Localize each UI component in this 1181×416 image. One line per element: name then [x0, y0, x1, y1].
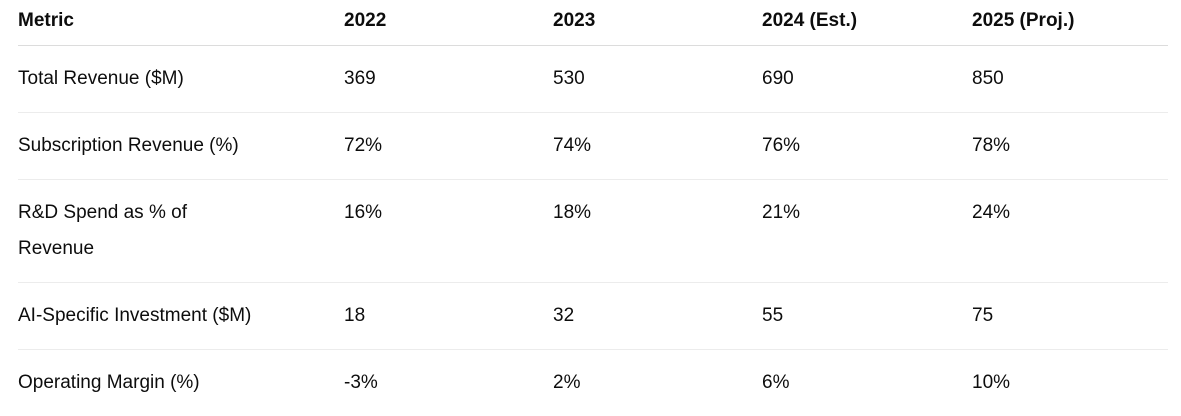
value-cell: 32 [553, 282, 762, 350]
header-cell: 2022 [344, 0, 553, 46]
value-cell: 75 [972, 282, 1168, 350]
value-cell: 10% [972, 350, 1168, 416]
value-cell: 369 [344, 45, 553, 113]
metric-cell: AI-Specific Investment ($M) [18, 282, 344, 350]
cell-value: 10% [972, 372, 1011, 393]
cell-value: 55 [762, 305, 784, 326]
value-cell: 24% [972, 179, 1168, 283]
value-cell: 2% [553, 350, 762, 416]
cell-value: -3% [344, 372, 378, 393]
cell-value: 18 [344, 305, 366, 326]
metric-label: Operating Margin (%) [18, 372, 200, 393]
table-row: AI-Specific Investment ($M) 18 32 55 75 [18, 282, 1168, 350]
header-row: Metric 2022 2023 2024 (Est.) 2025 (Proj.) [18, 0, 1168, 46]
metric-label: Total Revenue ($M) [18, 68, 184, 89]
cell-value: 78% [972, 135, 1011, 156]
metric-label: Subscription Revenue (%) [18, 135, 239, 156]
metric-cell: Total Revenue ($M) [18, 45, 344, 113]
header-cell: 2023 [553, 0, 762, 46]
header-cell: Metric [18, 0, 344, 46]
value-cell: 74% [553, 112, 762, 180]
header-cell: 2024 (Est.) [762, 0, 972, 46]
cell-value: 18% [553, 202, 592, 223]
value-cell: 18 [344, 282, 553, 350]
header-cell: 2025 (Proj.) [972, 0, 1168, 46]
cell-value: 72% [344, 135, 383, 156]
metric-label: R&D Spend as % of Revenue [18, 202, 187, 259]
value-cell: 78% [972, 112, 1168, 180]
cell-value: 530 [553, 68, 585, 89]
table-row: Operating Margin (%) -3% 2% 6% 10% [18, 350, 1168, 416]
table-row: Subscription Revenue (%) 72% 74% 76% 78% [18, 112, 1168, 180]
value-cell: 21% [762, 179, 972, 283]
data-table: Metric 2022 2023 2024 (Est.) 2025 (Proj.) To… [18, 0, 1168, 416]
metric-cell: R&D Spend as % of Revenue [18, 179, 344, 283]
table-head: Metric 2022 2023 2024 (Est.) 2025 (Proj.) [18, 0, 1168, 46]
cell-value: 16% [344, 202, 383, 223]
metric-cell: Operating Margin (%) [18, 350, 344, 416]
cell-value: 2% [553, 372, 581, 393]
value-cell: 530 [553, 45, 762, 113]
table-body: Total Revenue ($M) 369 530 690 850 Subscripti… [18, 45, 1168, 416]
metric-label: AI-Specific Investment ($M) [18, 305, 252, 326]
cell-value: 75 [972, 305, 994, 326]
value-cell: -3% [344, 350, 553, 416]
cell-value: 690 [762, 68, 794, 89]
table-row: Total Revenue ($M) 369 530 690 850 [18, 45, 1168, 113]
cell-value: 6% [762, 372, 790, 393]
value-cell: 690 [762, 45, 972, 113]
table-row: R&D Spend as % of Revenue 16% 18% 21% 24% [18, 179, 1168, 283]
cell-value: 21% [762, 202, 801, 223]
value-cell: 850 [972, 45, 1168, 113]
value-cell: 72% [344, 112, 553, 180]
value-cell: 6% [762, 350, 972, 416]
cell-value: 32 [553, 305, 575, 326]
cell-value: 76% [762, 135, 801, 156]
value-cell: 16% [344, 179, 553, 283]
metric-cell: Subscription Revenue (%) [18, 112, 344, 180]
cell-value: 74% [553, 135, 592, 156]
cell-value: 24% [972, 202, 1011, 223]
cell-value: 850 [972, 68, 1004, 89]
value-cell: 76% [762, 112, 972, 180]
value-cell: 18% [553, 179, 762, 283]
cell-value: 369 [344, 68, 376, 89]
value-cell: 55 [762, 282, 972, 350]
